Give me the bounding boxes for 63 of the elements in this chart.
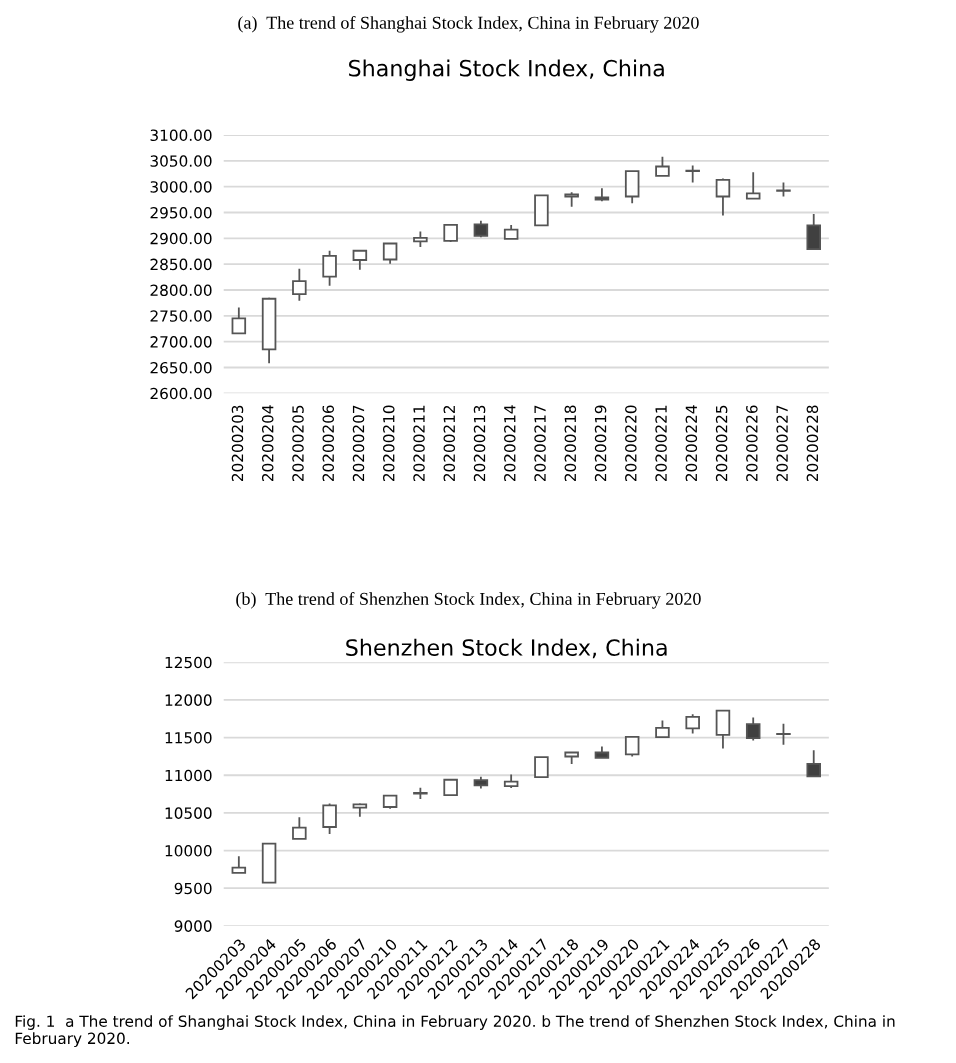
y-tick-label: 2900.00 bbox=[150, 232, 212, 245]
y-tick-label: 3100.00 bbox=[150, 129, 212, 142]
chart-subtitle: (b) The trend of Shenzhen Stock Index, China in February 2020 bbox=[236, 592, 701, 609]
x-tick-label: 20200226 bbox=[746, 405, 758, 482]
candlestick bbox=[715, 177, 731, 217]
y-tick-label: 2750.00 bbox=[150, 310, 212, 322]
x-tick-label: 20200204 bbox=[261, 405, 274, 482]
y-tick-label: 2950.00 bbox=[150, 206, 212, 219]
candlestick bbox=[776, 722, 791, 746]
candlestick bbox=[685, 713, 700, 735]
caption: Fig. 1 a The trend of Shanghai Stock Index, China in February 2020. b The trend of Shenzhen Stock Index, China in February 2020. bbox=[15, 1015, 895, 1048]
x-tick-label: 20200225 bbox=[715, 405, 728, 482]
x-tick-label: 20200203 bbox=[231, 405, 244, 482]
x-tick-label: 20200207 bbox=[352, 405, 365, 482]
y-tick-label: 11500 bbox=[165, 732, 212, 744]
x-tick-label: 20200220 bbox=[625, 405, 637, 482]
y-tick-label: 2600.00 bbox=[150, 387, 212, 400]
x-tick-label: 20200219 bbox=[594, 405, 607, 482]
x-tick-label: 20200210 bbox=[383, 405, 395, 482]
y-tick-label: 2650.00 bbox=[150, 361, 212, 374]
candlestick bbox=[292, 267, 307, 302]
x-tick-label: 20200228 bbox=[806, 405, 819, 482]
candlestick bbox=[413, 786, 428, 800]
x-tick-label: 20200217 bbox=[534, 405, 546, 482]
candlestick bbox=[292, 816, 307, 840]
candlestick bbox=[322, 249, 337, 287]
candlestick bbox=[806, 749, 821, 778]
y-tick-label: 2800.00 bbox=[150, 284, 212, 297]
x-tick-label: 20200206 bbox=[322, 405, 335, 482]
candlestick bbox=[806, 213, 821, 251]
candlestick bbox=[745, 716, 761, 742]
y-tick-label: 10500 bbox=[165, 807, 212, 819]
candlestick bbox=[352, 249, 368, 271]
candlestick bbox=[685, 164, 700, 184]
y-tick-label: 9500 bbox=[174, 882, 212, 895]
candlestick bbox=[534, 756, 549, 779]
x-tick-label: 20200224 bbox=[685, 405, 698, 482]
x-tick-label: 20200205 bbox=[292, 405, 304, 482]
y-tick-label: 2850.00 bbox=[150, 258, 212, 271]
candlestick bbox=[231, 306, 247, 335]
candlestick bbox=[322, 802, 337, 835]
x-tick-label: 20200221 bbox=[655, 405, 667, 482]
x-tick-label: 20200214 bbox=[504, 405, 516, 482]
x-tick-label: 20200211 bbox=[413, 405, 425, 482]
candlestick bbox=[624, 735, 640, 758]
y-tick-label: 9000 bbox=[174, 920, 212, 932]
candlestick bbox=[745, 171, 761, 200]
x-tick-label: 20200213 bbox=[473, 405, 486, 482]
x-tick-label: 20200218 bbox=[564, 405, 577, 482]
y-tick-label: 12000 bbox=[165, 694, 212, 706]
y-tick-label: 3000.00 bbox=[150, 181, 212, 193]
x-tick-label: 20200227 bbox=[776, 405, 788, 482]
y-tick-label: 11000 bbox=[165, 769, 212, 782]
x-tick-label: 20200212 bbox=[443, 405, 456, 482]
candlestick bbox=[655, 155, 670, 177]
y-tick-label: 3050.00 bbox=[150, 155, 212, 167]
chart-subtitle: (a) The trend of Shanghai Stock Index, China in February 2020 bbox=[238, 15, 699, 33]
y-tick-label: 2700.00 bbox=[150, 336, 212, 348]
candlestick bbox=[382, 242, 398, 265]
chart-title: Shanghai Stock Index, China bbox=[349, 59, 664, 81]
y-tick-label: 12500 bbox=[165, 656, 212, 669]
chart-title: Shenzhen Stock Index, China bbox=[346, 638, 667, 659]
y-tick-label: 10000 bbox=[165, 845, 212, 857]
